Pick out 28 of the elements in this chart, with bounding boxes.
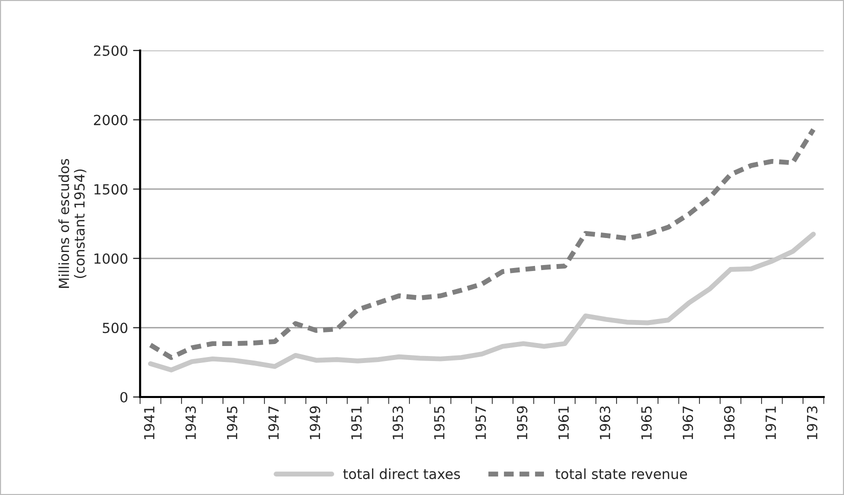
x-tick-label: 1945 bbox=[226, 406, 238, 440]
x-tick-label: 1971 bbox=[765, 406, 776, 440]
x-tick-label: 1961 bbox=[558, 406, 569, 440]
x-tick-label: 1973 bbox=[806, 406, 818, 440]
legend-label: total state revenue bbox=[555, 468, 687, 480]
x-tick-label: 1943 bbox=[185, 406, 196, 440]
x-tick-label: 1965 bbox=[641, 406, 652, 440]
x-tick-label: 1963 bbox=[600, 406, 610, 440]
legend-label: total direct taxes bbox=[343, 468, 460, 480]
y-axis-title: Millions of escudos (constant 1954) bbox=[58, 158, 86, 288]
y-tick-label: 1500 bbox=[94, 184, 128, 195]
x-tick-label: 1953 bbox=[392, 406, 404, 440]
y-tick-label: 2000 bbox=[94, 114, 128, 126]
x-tick-label: 1955 bbox=[434, 406, 445, 440]
y-tick-label: 0 bbox=[120, 392, 128, 402]
x-tick-label: 1967 bbox=[682, 406, 694, 440]
y-tick-label: 1000 bbox=[94, 253, 128, 264]
x-tick-label: 1969 bbox=[724, 406, 735, 440]
x-tick-label: 1959 bbox=[516, 406, 528, 440]
x-tick-label: 1947 bbox=[268, 406, 279, 440]
x-tick-label: 1941 bbox=[144, 406, 154, 440]
x-tick-label: 1957 bbox=[475, 406, 486, 440]
y-tick-label: 2500 bbox=[94, 45, 128, 56]
line-series bbox=[148, 127, 816, 360]
line-series bbox=[148, 232, 816, 372]
x-tick-label: 1949 bbox=[310, 406, 320, 440]
y-tick-label: 500 bbox=[102, 322, 128, 334]
x-tick-label: 1951 bbox=[351, 406, 362, 440]
